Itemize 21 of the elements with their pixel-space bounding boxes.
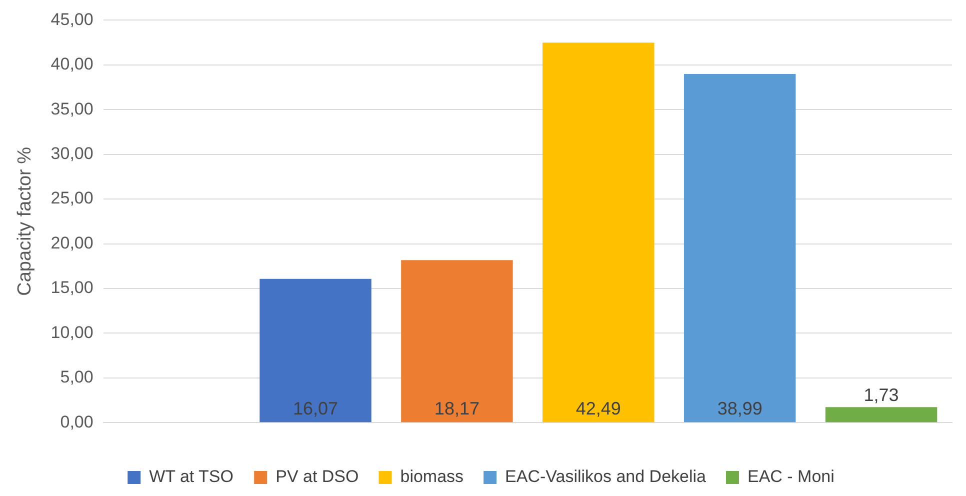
legend-label: WT at TSO xyxy=(149,467,234,486)
y-tick-label: 20,00 xyxy=(50,233,94,252)
y-tick-label: 10,00 xyxy=(50,322,94,342)
y-tick-label: 45,00 xyxy=(50,10,94,29)
y-tick-label: 25,00 xyxy=(50,188,94,208)
y-tick-label: 40,00 xyxy=(50,54,94,74)
legend-label: EAC-Vasilikos and Dekelia xyxy=(505,467,707,486)
data-label: 1,73 xyxy=(864,385,899,406)
y-tick-label: 0,00 xyxy=(60,412,94,432)
y-tick-label: 15,00 xyxy=(50,278,94,298)
data-label: 42,49 xyxy=(576,398,621,419)
legend-label: biomass xyxy=(400,467,464,486)
y-axis-title: Capacity factor % xyxy=(14,146,36,296)
y-tick-label: 35,00 xyxy=(50,99,94,118)
legend-label: PV at DSO xyxy=(276,467,359,486)
y-tick-label: 30,00 xyxy=(50,144,94,164)
data-label: 18,17 xyxy=(434,398,480,419)
data-label: 38,99 xyxy=(717,398,762,419)
y-tick-label: 5,00 xyxy=(60,368,94,387)
legend-label: EAC - Moni xyxy=(747,467,834,486)
data-label: 16,07 xyxy=(292,398,338,419)
